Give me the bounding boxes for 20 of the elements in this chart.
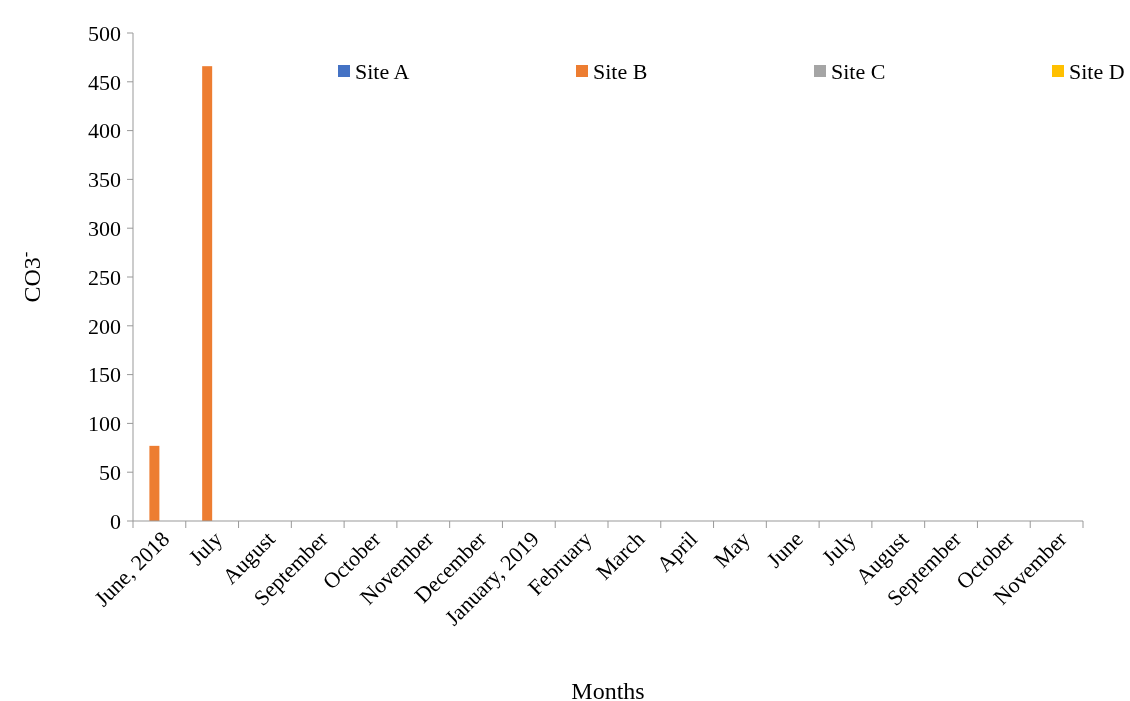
- y-tick-label: 450: [88, 69, 121, 95]
- y-tick-label: 300: [88, 215, 121, 241]
- legend-label: Site D: [1069, 58, 1125, 84]
- x-tick-label: June: [761, 526, 808, 573]
- y-tick-label: 350: [88, 167, 121, 193]
- x-axis-title: Months: [571, 678, 645, 701]
- y-tick-label: 400: [88, 118, 121, 144]
- x-tick-label: May: [708, 526, 755, 573]
- legend-label: Site B: [593, 58, 648, 84]
- y-tick-label: 50: [99, 459, 121, 485]
- y-tick-label: 500: [88, 20, 121, 46]
- legend-label: Site C: [831, 58, 886, 84]
- legend-label: Site A: [355, 58, 410, 84]
- x-tick-label: July: [183, 526, 228, 570]
- y-tick-label: 150: [88, 362, 121, 388]
- y-tick-label: 200: [88, 313, 121, 339]
- x-tick-label: July: [816, 526, 861, 570]
- y-tick-label: 250: [88, 264, 121, 290]
- y-tick-label: 0: [110, 508, 121, 534]
- y-tick-label: 100: [88, 411, 121, 437]
